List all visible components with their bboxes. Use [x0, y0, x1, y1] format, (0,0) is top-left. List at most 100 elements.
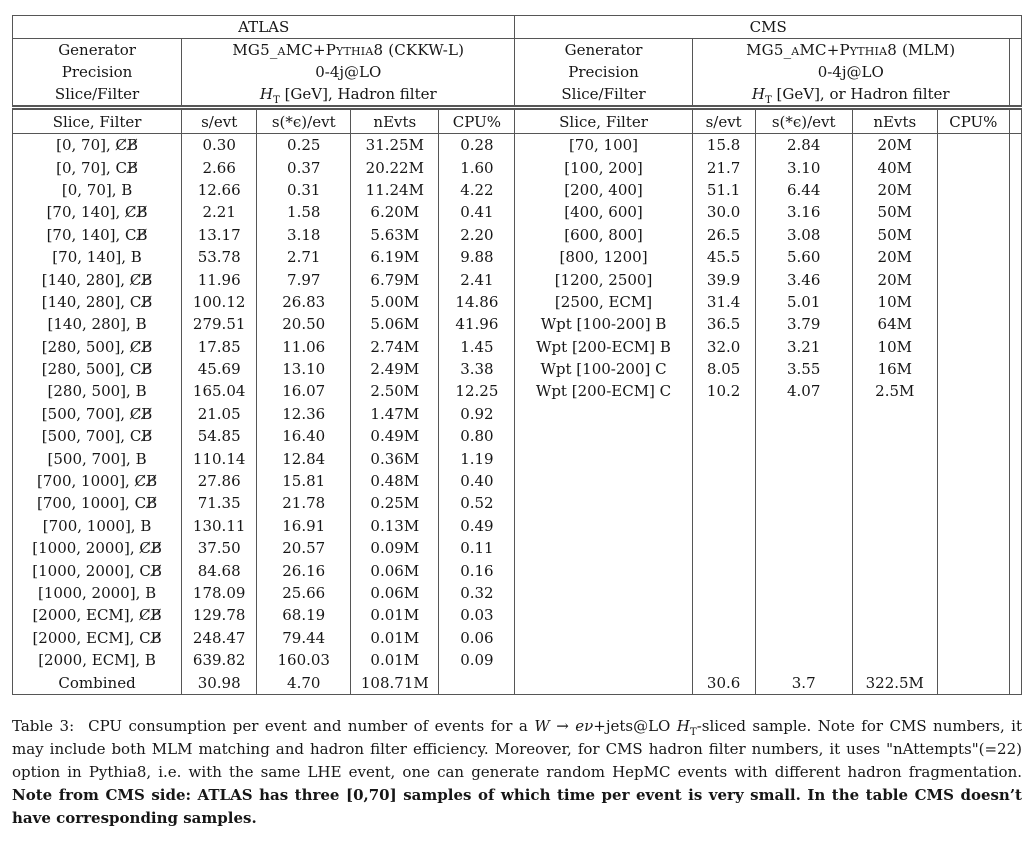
cms-combined-nevts: 322.5M: [851, 671, 938, 695]
cms-s-evt-cell: 10.2: [691, 380, 756, 403]
cms-cpu-cell: [936, 492, 1010, 515]
atlas-s-evt-cell: 165.04: [181, 380, 258, 403]
atlas-nevts-cell: 2.49M: [350, 357, 440, 381]
atlas-precision-value: 0-4j@LO: [181, 61, 516, 83]
atlas-slice-filter-cell: [2000, ECM], B: [11, 648, 183, 672]
atlas-slice-filter-cell: [500, 700], C̸B̸: [11, 402, 183, 426]
atlas-col-slice-filter: Slice, Filter: [11, 105, 183, 134]
atlas-slice-filter-cell: [700, 1000], CB̸: [11, 492, 183, 515]
table-row: [140, 280], CB̸ 100.12 26.83 5.00M 14.86 [250…: [11, 290, 1023, 314]
cms-cpu-cell: [936, 178, 1010, 202]
cms-nevts-cell: 20M: [851, 245, 938, 269]
cms-combined-s-eps-evt: 3.7: [754, 671, 853, 695]
cms-s-evt-cell: [691, 604, 756, 627]
atlas-s-eps-evt-cell: 11.06: [256, 335, 352, 358]
cms-nevts-cell: 10M: [851, 335, 938, 358]
atlas-s-eps-evt-cell: 16.40: [256, 425, 352, 448]
atlas-s-evt-cell: 100.12: [181, 290, 258, 314]
cms-s-evt-cell: 36.5: [691, 313, 756, 336]
cms-s-eps-evt-cell: 4.07: [754, 380, 853, 403]
atlas-s-evt-cell: 21.05: [181, 402, 258, 426]
cms-s-eps-evt-cell: 6.44: [754, 178, 853, 202]
atlas-s-evt-cell: 0.30: [181, 133, 258, 157]
cms-nevts-cell: [851, 402, 938, 426]
filler-cell: [1008, 201, 1023, 224]
table-caption: Table 3: CPU consumption per event and nu…: [12, 715, 1022, 830]
table-header: ATLAS CMS Generator MG5_aMC+Pythia8 (CKK…: [11, 15, 1023, 134]
atlas-cpu-cell: 0.92: [438, 402, 516, 426]
filler-cell: [1008, 648, 1023, 672]
w-symbol: W: [534, 716, 550, 735]
table-row: [140, 280], C̸B̸ 11.96 7.97 6.79M 2.41 [1200,…: [11, 268, 1023, 291]
enu-symbol: eν: [575, 716, 594, 735]
combined-row: Combined 30.98 4.70 108.71M 30.6 3.7 322…: [11, 671, 1023, 695]
atlas-slice-filter-cell: [140, 280], C̸B̸: [11, 268, 183, 291]
atlas-cpu-cell: 4.22: [438, 178, 516, 202]
atlas-title: ATLAS: [11, 15, 516, 39]
filler-cell: [1008, 83, 1023, 108]
cms-s-eps-evt-cell: 2.84: [754, 133, 853, 157]
cms-s-eps-evt-cell: [754, 425, 853, 448]
ht-subscript: T: [764, 95, 772, 106]
atlas-cpu-cell: 12.25: [438, 380, 516, 403]
atlas-s-eps-evt-cell: 25.66: [256, 581, 352, 605]
cms-s-evt-cell: [691, 559, 756, 582]
atlas-cpu-cell: 2.41: [438, 268, 516, 291]
atlas-nevts-cell: 0.49M: [350, 425, 440, 448]
cpu-consumption-table: ATLAS CMS Generator MG5_aMC+Pythia8 (CKK…: [11, 15, 1023, 695]
cms-cpu-cell: [936, 268, 1010, 291]
atlas-cpu-cell: 0.80: [438, 425, 516, 448]
atlas-nevts-cell: 6.79M: [350, 268, 440, 291]
atlas-slice-filter-cell: [0, 70], CB̸: [11, 156, 183, 179]
table-row: [1000, 2000], CB̸ 84.68 26.16 0.06M 0.16: [11, 559, 1023, 582]
cms-s-evt-cell: 31.4: [691, 290, 756, 314]
atlas-slice-filter-value: HT [GeV], Hadron filter: [181, 83, 516, 108]
atlas-s-eps-evt-cell: 20.57: [256, 537, 352, 560]
atlas-slice-filter-cell: [700, 1000], C̸B̸: [11, 469, 183, 493]
filler-cell: [1008, 178, 1023, 202]
cms-slice-filter-label: Slice/Filter: [514, 83, 693, 108]
table-row: [0, 70], CB̸ 2.66 0.37 20.22M 1.60 [100, 200]…: [11, 156, 1023, 179]
atlas-nevts-cell: 11.24M: [350, 178, 440, 202]
experiment-title-row: ATLAS CMS: [11, 15, 1022, 39]
cms-cpu-cell: [936, 357, 1010, 381]
cms-precision-label: Precision: [514, 61, 693, 83]
cms-cpu-cell: [936, 223, 1010, 246]
atlas-s-evt-cell: 248.47: [181, 626, 258, 649]
cms-cpu-cell: [936, 335, 1010, 358]
cms-cpu-cell: [936, 380, 1010, 403]
cms-s-eps-evt-cell: 3.21: [754, 335, 853, 358]
cms-s-evt-cell: [691, 514, 756, 538]
cms-combined-label: [514, 671, 693, 695]
atlas-slice-filter-cell: [280, 500], C̸B̸: [11, 335, 183, 358]
filler-cell: [1008, 156, 1023, 179]
filler-cell: [1008, 290, 1023, 314]
atlas-slice-filter-cell: [70, 140], CB̸: [11, 223, 183, 246]
atlas-col-cpu: CPU%: [438, 105, 516, 134]
atlas-col-s-eps-evt: s(*ϵ)/evt: [256, 105, 352, 134]
cms-cpu-cell: [936, 245, 1010, 269]
atlas-nevts-cell: 6.19M: [350, 245, 440, 269]
cms-cpu-cell: [936, 469, 1010, 493]
cms-s-eps-evt-cell: 3.10: [754, 156, 853, 179]
atlas-cpu-cell: 0.03: [438, 604, 516, 627]
atlas-slice-filter-cell: [1000, 2000], CB̸: [11, 559, 183, 582]
atlas-nevts-cell: 5.06M: [350, 313, 440, 336]
cms-s-eps-evt-cell: [754, 447, 853, 470]
cms-nevts-cell: 64M: [851, 313, 938, 336]
slice-filter-row: Slice/Filter HT [GeV], Hadron filter Sli…: [11, 83, 1023, 108]
cms-s-eps-evt-cell: [754, 648, 853, 672]
cms-slice-filter-cell: [2500, ECM]: [514, 290, 693, 314]
cms-s-evt-cell: [691, 581, 756, 605]
table-row: [70, 140], CB̸ 13.17 3.18 5.63M 2.20 [600, 80…: [11, 223, 1023, 246]
atlas-slice-filter-cell: [1000, 2000], C̸B̸: [11, 537, 183, 560]
atlas-nevts-cell: 0.09M: [350, 537, 440, 560]
cms-nevts-cell: [851, 604, 938, 627]
atlas-s-eps-evt-cell: 160.03: [256, 648, 352, 672]
cms-s-eps-evt-cell: [754, 604, 853, 627]
table-row: [70, 140], C̸B̸ 2.21 1.58 6.20M 0.41 [400, 60…: [11, 201, 1023, 224]
atlas-nevts-cell: 0.36M: [350, 447, 440, 470]
atlas-s-evt-cell: 639.82: [181, 648, 258, 672]
cms-s-evt-cell: 8.05: [691, 357, 756, 381]
cms-s-evt-cell: 39.9: [691, 268, 756, 291]
